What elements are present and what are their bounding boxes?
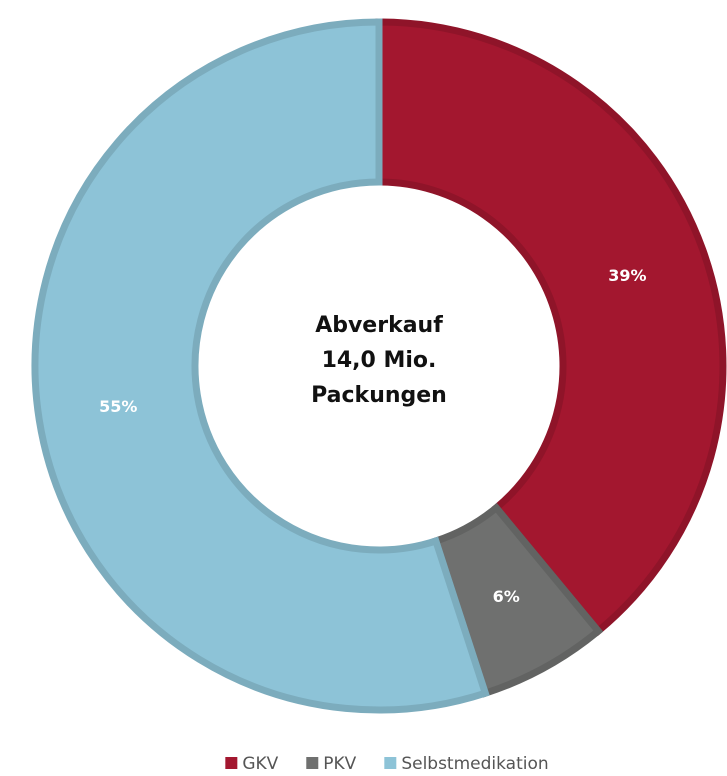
value-label: 6%: [493, 587, 520, 606]
center-text: Packungen: [311, 383, 447, 408]
center-text: 14,0 Mio.: [322, 348, 437, 373]
center-text: Abverkauf: [315, 313, 443, 338]
donut-segment: [375, 18, 727, 636]
legend-swatch: [384, 757, 397, 769]
legend-swatch: [225, 757, 238, 769]
legend-label: PKV: [323, 754, 356, 774]
donut-segment: [31, 18, 490, 714]
value-label: 55%: [99, 397, 137, 416]
legend-label: Selbstmedikation: [401, 754, 548, 774]
legend-label: GKV: [242, 754, 278, 774]
value-label: 39%: [608, 266, 646, 285]
legend-swatch: [306, 757, 319, 769]
